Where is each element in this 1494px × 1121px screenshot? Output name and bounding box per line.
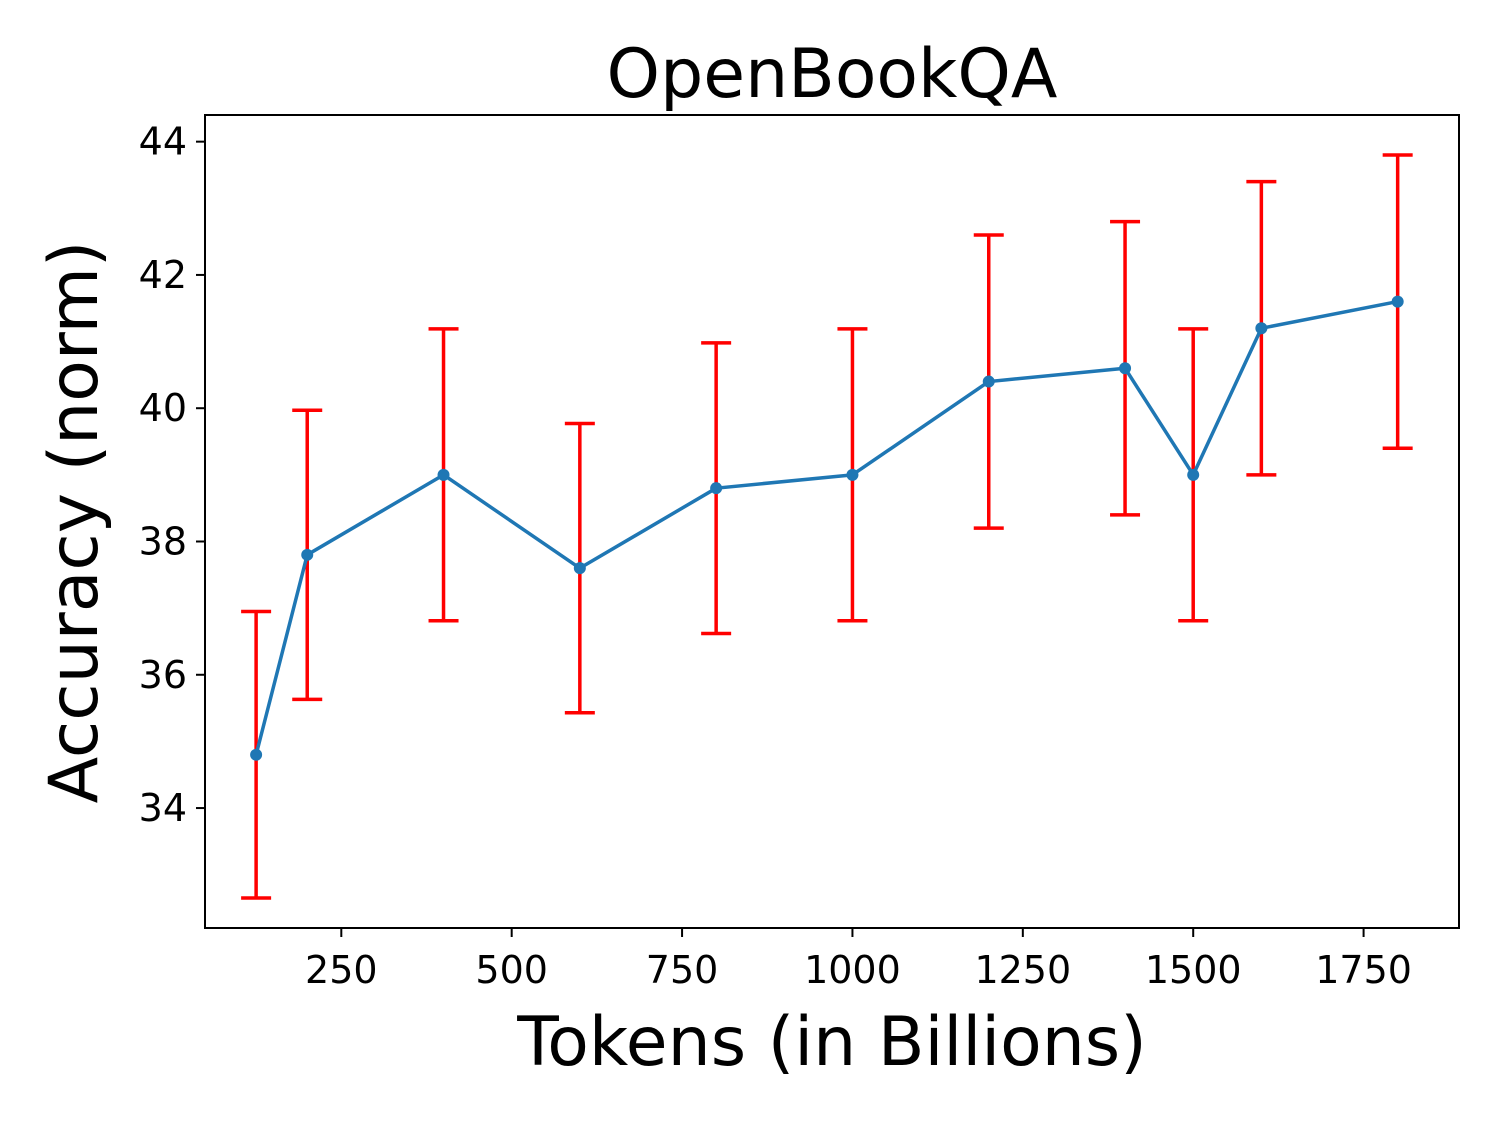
x-tick-label: 1250 xyxy=(974,948,1071,992)
data-point xyxy=(573,562,586,575)
x-tick-label: 250 xyxy=(305,948,378,992)
axis-ticks: 250 500 750 1000 1250 1500 1750 34 36 38 40 42 44 xyxy=(139,120,1412,992)
y-tick-label: 34 xyxy=(139,786,187,830)
x-tick-label: 1750 xyxy=(1315,948,1412,992)
chart-title: OpenBookQA xyxy=(607,35,1058,114)
data-point xyxy=(846,468,859,481)
y-tick-label: 42 xyxy=(139,253,187,297)
y-axis-label: Accuracy (norm) xyxy=(35,241,114,804)
y-tick-label: 36 xyxy=(139,653,187,697)
y-tick-label: 38 xyxy=(139,519,187,563)
data-point xyxy=(1187,468,1200,481)
x-axis-label: Tokens (in Billions) xyxy=(516,1003,1147,1082)
data-point xyxy=(1255,322,1268,335)
x-tick-label: 1000 xyxy=(804,948,901,992)
data-point xyxy=(1391,295,1404,308)
data-point xyxy=(301,548,314,561)
data-series xyxy=(250,295,1404,761)
y-tick-label: 44 xyxy=(139,120,187,164)
data-point xyxy=(250,748,263,761)
plot-frame xyxy=(204,114,1460,929)
x-tick-label: 1500 xyxy=(1145,948,1242,992)
error-bars xyxy=(241,153,1413,900)
data-point xyxy=(437,468,450,481)
x-tick-label: 500 xyxy=(475,948,548,992)
data-point xyxy=(710,482,723,495)
y-tick-label: 40 xyxy=(139,386,187,430)
x-tick-label: 750 xyxy=(646,948,719,992)
data-point xyxy=(1119,362,1132,375)
data-point xyxy=(982,375,995,388)
series-line xyxy=(254,299,1398,756)
